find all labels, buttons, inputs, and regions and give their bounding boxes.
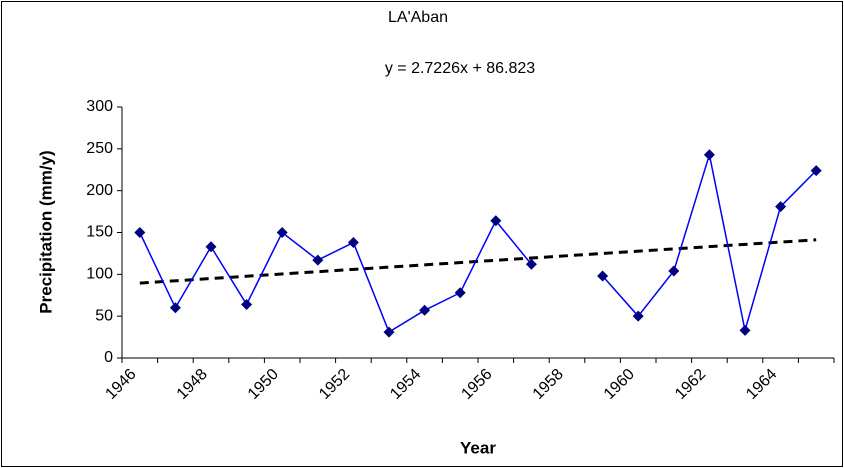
data-marker [312,254,324,266]
y-tick-label: 300 [86,98,113,115]
data-marker [739,324,751,336]
y-tick-label: 100 [86,266,113,283]
data-marker [169,302,181,314]
data-marker [347,237,359,249]
y-tick-label: 0 [104,349,113,366]
trendline-equation: y = 2.7226x + 86.823 [385,60,535,77]
data-marker [632,310,644,322]
y-axis-title: Precipitation (mm/y) [36,150,55,313]
data-marker [525,258,537,270]
x-axis-title: Year [460,438,496,457]
data-marker [419,304,431,316]
data-marker [490,215,502,227]
trendline [139,238,817,285]
chart-title: LA'Aban [388,9,448,26]
data-marker [205,241,217,253]
y-tick-label: 50 [95,307,113,324]
y-tick-label: 250 [86,140,113,157]
data-marker [134,227,146,238]
data-marker [276,227,288,238]
data-marker [668,265,680,277]
data-marker [241,298,253,310]
data-marker [383,326,395,338]
data-marker [454,287,466,299]
data-marker [597,270,609,282]
y-tick-label: 200 [86,182,113,199]
data-marker [703,149,715,161]
data-marker [810,165,822,177]
y-tick-label: 150 [86,224,113,241]
data-marker [775,201,787,213]
